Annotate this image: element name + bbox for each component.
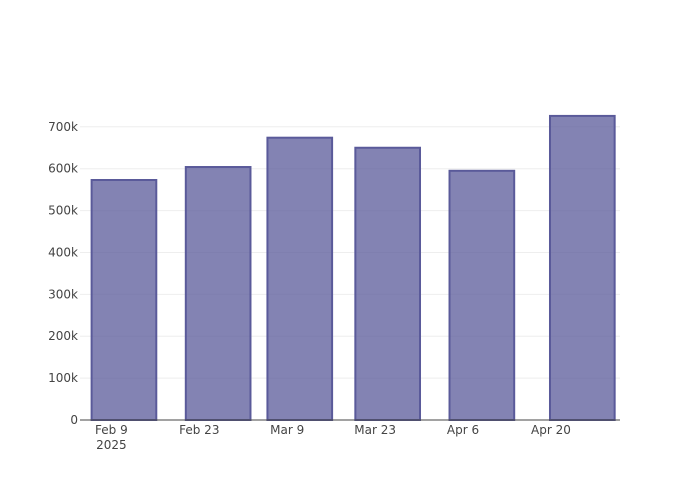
bar xyxy=(548,114,616,421)
bar xyxy=(448,169,516,421)
y-tick-label: 500k xyxy=(48,204,78,218)
bar xyxy=(90,179,158,421)
x-tick-label: Feb 9 2025 xyxy=(95,423,128,452)
y-tick-label: 600k xyxy=(48,162,78,176)
bar xyxy=(184,166,252,421)
bar xyxy=(266,136,334,421)
x-tick-label: Mar 23 xyxy=(354,423,396,437)
x-tick-label: Feb 23 xyxy=(179,423,219,437)
y-tick-label: 200k xyxy=(48,329,78,343)
y-tick-label: 400k xyxy=(48,245,78,259)
y-tick-label: 700k xyxy=(48,120,78,134)
y-tick-label: 300k xyxy=(48,287,78,301)
x-tick-label: Apr 20 xyxy=(531,423,571,437)
y-tick-label: 100k xyxy=(48,371,78,385)
bar xyxy=(354,146,422,421)
x-tick-label: Apr 6 xyxy=(447,423,479,437)
x-tick-label: Mar 9 xyxy=(270,423,304,437)
y-tick-label: 0 xyxy=(70,413,78,427)
